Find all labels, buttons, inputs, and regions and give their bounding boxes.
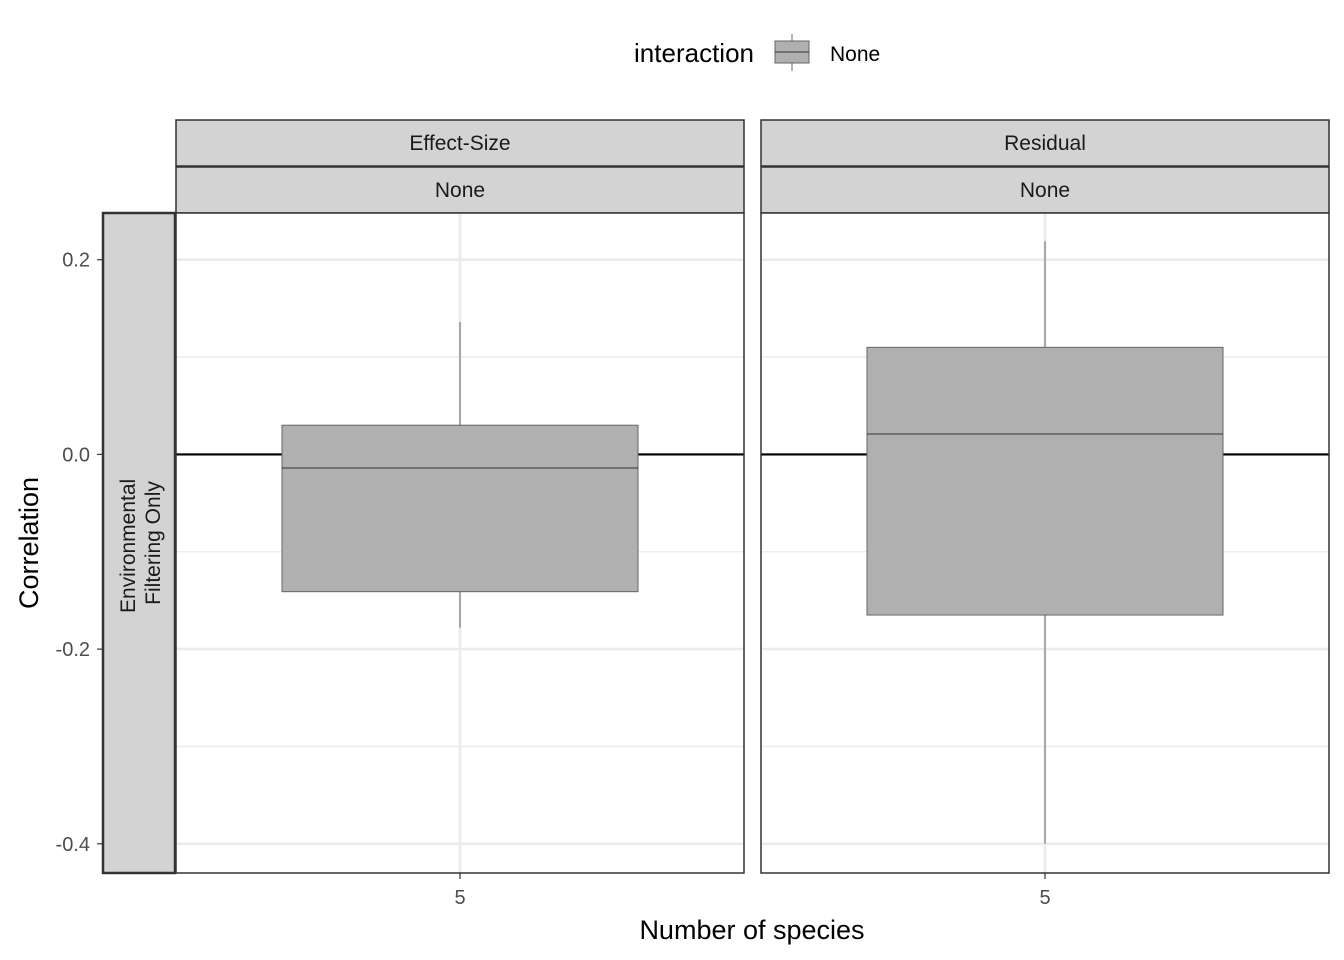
panel-strip-sub-label: None bbox=[435, 179, 485, 202]
row-strip: Environmental Filtering Only bbox=[101, 211, 177, 875]
row-strip-line1: Environmental bbox=[117, 479, 140, 613]
panels: Effect-Size None 5 Residual None 5 bbox=[175, 119, 1330, 909]
box-iqr bbox=[866, 346, 1224, 616]
panel-1: Effect-Size None 5 bbox=[175, 119, 745, 909]
panel-strip-sub-label: None bbox=[1020, 179, 1070, 202]
row-strip-line2: Filtering Only bbox=[142, 481, 165, 605]
y-axis: 0.2 0.0 -0.2 -0.4 bbox=[56, 250, 103, 856]
x-tick-label: 5 bbox=[1039, 887, 1050, 909]
y-tick-label: 0.0 bbox=[62, 444, 90, 466]
legend: interaction None bbox=[634, 34, 880, 71]
panel-strip-top bbox=[175, 119, 745, 167]
legend-title: interaction bbox=[634, 38, 754, 68]
x-tick-label: 5 bbox=[454, 887, 465, 909]
y-tick-label: -0.2 bbox=[56, 639, 90, 661]
panel-strip-top-label: Effect-Size bbox=[409, 132, 510, 155]
row-strip-box bbox=[101, 211, 177, 875]
panel-strip-top bbox=[760, 119, 1330, 167]
legend-label: None bbox=[830, 43, 880, 66]
panel-strip-sub bbox=[175, 166, 745, 214]
y-axis-title: Correlation bbox=[14, 477, 44, 609]
panel-strip-sub bbox=[760, 166, 1330, 214]
panel-2: Residual None 5 bbox=[760, 119, 1330, 909]
x-axis-title: Number of species bbox=[639, 915, 864, 945]
y-tick-label: -0.4 bbox=[56, 834, 90, 856]
panel-strip-top-label: Residual bbox=[1004, 132, 1086, 155]
row-strip-label: Environmental Filtering Only bbox=[117, 473, 165, 613]
y-tick-label: 0.2 bbox=[62, 250, 90, 272]
box-iqr bbox=[281, 424, 639, 593]
